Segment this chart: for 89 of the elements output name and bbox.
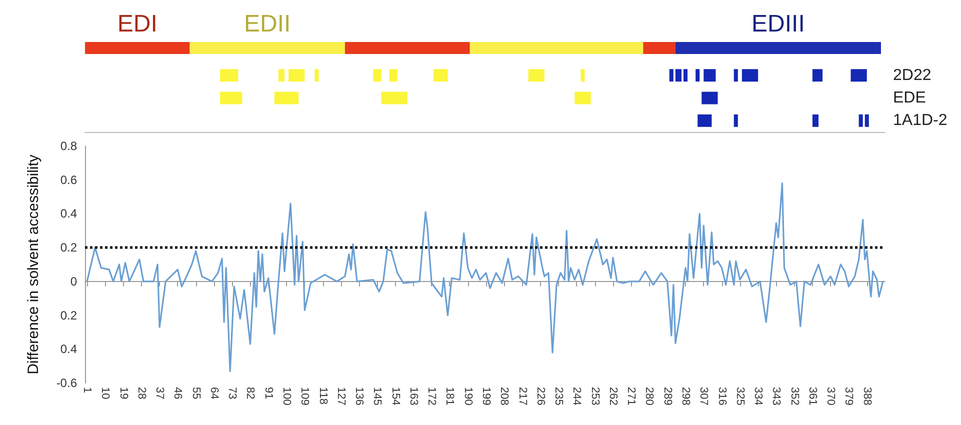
bar — [344, 42, 470, 54]
y-tick-label: 2D22 — [893, 66, 932, 84]
x-tick-label: 235 — [552, 387, 565, 406]
y-tick-label: 1A1D-2 — [893, 112, 948, 130]
x-tick-label: 262 — [606, 387, 619, 406]
bar — [675, 42, 881, 54]
bar — [669, 69, 674, 82]
x-tick-label: 325 — [734, 387, 746, 406]
y-tick-label: -0.6 — [56, 376, 78, 390]
x-tick-label: 73 — [226, 387, 238, 400]
x-tick-label: 55 — [190, 387, 202, 400]
x-tick-label: 280 — [643, 387, 656, 406]
x-tick-label: 289 — [661, 387, 674, 406]
x-tick-label: 253 — [588, 387, 601, 406]
x-tick-label: 10 — [99, 387, 112, 400]
bar — [580, 69, 585, 82]
x-tick-label: 136 — [353, 387, 366, 406]
x-tick-label: 163 — [407, 387, 420, 406]
y-tick-label: EDE — [893, 90, 926, 106]
y-tick-label: 0.4 — [60, 206, 78, 221]
x-tick-label: 145 — [371, 387, 384, 406]
x-tick-label: 19 — [117, 387, 130, 400]
bar — [434, 69, 448, 82]
x-tick-label: 316 — [716, 387, 728, 406]
x-tick-label: 208 — [498, 387, 510, 406]
bar — [742, 69, 758, 82]
x-tick-label: 379 — [842, 387, 855, 406]
x-tick-label: 244 — [570, 387, 583, 406]
x-tick-label: 226 — [534, 387, 546, 406]
bar — [389, 69, 398, 82]
x-tick-label: 91 — [262, 387, 274, 400]
line-series — [86, 182, 884, 372]
x-tick-label: 100 — [280, 387, 293, 406]
text: EDI — [117, 10, 158, 38]
bar — [702, 92, 718, 104]
x-tick-label: 307 — [698, 387, 710, 406]
x-tick-label: 361 — [806, 387, 818, 406]
bar — [190, 42, 345, 54]
x-tick-label: 172 — [426, 387, 438, 406]
bar — [274, 92, 299, 104]
x-tick-label: 109 — [298, 387, 311, 406]
x-tick-label: 199 — [480, 387, 492, 406]
bar — [696, 69, 700, 82]
y-tick-label: 0 — [70, 274, 78, 288]
bar — [288, 69, 305, 82]
x-tick-label: 118 — [316, 387, 329, 405]
x-tick-label: 181 — [444, 387, 456, 406]
bar — [85, 42, 190, 54]
bar — [864, 114, 869, 127]
bar — [574, 92, 591, 104]
x-tick-label: 1 — [81, 387, 94, 394]
x-tick-label: 370 — [824, 387, 837, 406]
y-tick-label: 0.4 — [60, 342, 78, 356]
x-tick-label: 64 — [208, 387, 220, 400]
x-tick-label: 127 — [334, 387, 347, 406]
bar — [314, 69, 319, 82]
x-tick-label: 154 — [389, 387, 402, 406]
bar — [381, 92, 408, 104]
x-tick-label: 352 — [788, 387, 800, 406]
bar — [704, 69, 716, 82]
x-tick-label: 37 — [154, 387, 166, 400]
bar — [220, 69, 238, 82]
x-tick-label: 46 — [172, 387, 184, 400]
bar — [675, 69, 682, 82]
bar — [643, 42, 676, 54]
y-tick-label: 0.8 — [60, 139, 78, 153]
x-tick-label: 271 — [625, 387, 638, 406]
x-tick-label: 82 — [244, 387, 256, 400]
bar — [220, 92, 242, 104]
x-tick-label: 298 — [680, 387, 692, 406]
bar — [734, 69, 738, 82]
text: EDIII — [752, 10, 805, 38]
x-tick-label: 217 — [516, 387, 528, 406]
x-tick-label: 388 — [860, 387, 873, 406]
bar — [278, 69, 284, 82]
x-tick-label: 343 — [770, 387, 782, 406]
y-tick-label: 0.2 — [60, 308, 78, 322]
bar — [528, 69, 544, 82]
y-axis-title: Difference in solvent accessibility — [25, 154, 42, 374]
text: EDII — [244, 10, 291, 38]
y-tick-label: 0.2 — [60, 240, 78, 255]
bar — [683, 69, 688, 82]
x-tick-label: 190 — [462, 387, 474, 406]
x-tick-label: 28 — [135, 387, 148, 400]
bar — [850, 69, 867, 82]
x-tick-label: 334 — [752, 387, 764, 406]
bar — [470, 42, 644, 54]
y-tick-label: 0.6 — [60, 172, 78, 187]
bar — [812, 69, 823, 82]
